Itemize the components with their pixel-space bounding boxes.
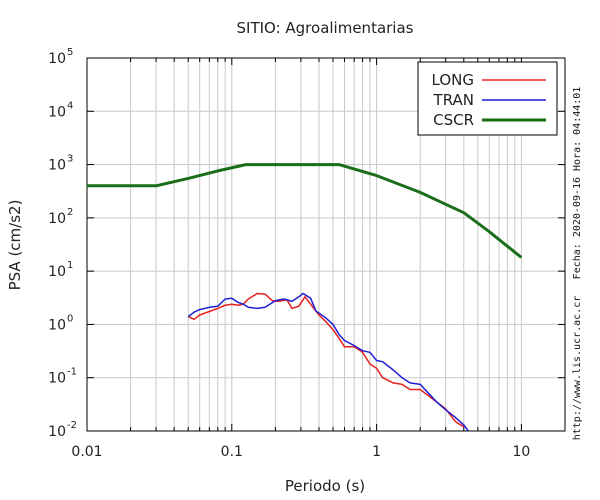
timestamp-text: Fecha: 2020-09-16 Hora: 04:44:01 [572,87,583,280]
y-tick-label: 10 [48,51,66,67]
y-tick-exponent: 5 [67,47,73,58]
legend-label-cscr: CSCR [433,111,474,129]
x-tick-label: 10 [512,444,530,460]
legend: LONG TRAN CSCR [417,61,558,136]
y-tick-exponent: 3 [67,154,73,165]
y-tick-exponent: 2 [67,207,73,218]
legend-box [417,61,558,136]
y-tick-label: 10 [48,104,66,120]
y-tick-label: 10 [48,424,66,440]
y-axis-label: PSA (cm/s2) [6,200,24,291]
series-line-tran [187,292,469,432]
y-tick-exponent: 0 [67,313,73,324]
y-tick-exponent: 4 [67,100,73,111]
y-tick-label: 10 [48,264,66,280]
y-tick-label: 10 [48,371,66,387]
chart-title: SITIO: Agroalimentarias [237,19,414,37]
plot-frame [86,57,566,432]
y-tick-exponent: 1 [67,260,73,271]
y-tick-exponent: -2 [67,420,77,431]
y-tick-exponent: -1 [67,367,77,378]
x-axis-label: Periodo (s) [285,477,365,495]
x-tick-label: 0.01 [71,444,102,460]
series-lines [87,163,523,432]
x-tick-label: 0.1 [221,444,243,460]
x-tick-label: 1 [372,444,381,460]
series-line-cscr [87,163,523,259]
legend-label-tran: TRAN [433,91,474,109]
y-tick-label: 10 [48,211,66,227]
url-text: http://www.lis.ucr.ac.cr [572,296,583,441]
legend-label-long: LONG [432,71,474,89]
series-line-long [187,292,465,428]
y-tick-label: 10 [48,158,66,174]
y-tick-label: 10 [48,317,66,333]
